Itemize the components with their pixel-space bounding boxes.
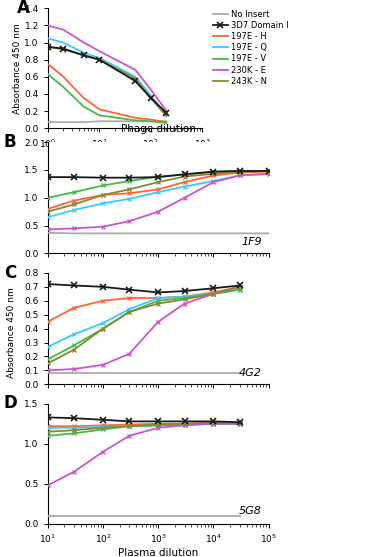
X-axis label: Plasma dilution: Plasma dilution bbox=[118, 548, 198, 557]
Text: 5G8: 5G8 bbox=[239, 506, 262, 516]
Text: B: B bbox=[4, 133, 16, 151]
Text: C: C bbox=[4, 264, 16, 282]
Text: 4G2: 4G2 bbox=[239, 368, 262, 378]
Text: D: D bbox=[4, 394, 17, 412]
Y-axis label: Absorbance 450 nm: Absorbance 450 nm bbox=[13, 23, 22, 114]
Text: Phage dilution: Phage dilution bbox=[121, 124, 196, 134]
Text: A: A bbox=[17, 0, 30, 17]
Text: 1F9: 1F9 bbox=[241, 237, 262, 247]
Text: Absorbance 450 nm: Absorbance 450 nm bbox=[7, 287, 16, 378]
Legend: No Insert, 3D7 Domain I, 197E - H, 197E - Q, 197E - V, 230K - E, 243K - N: No Insert, 3D7 Domain I, 197E - H, 197E … bbox=[213, 10, 289, 86]
